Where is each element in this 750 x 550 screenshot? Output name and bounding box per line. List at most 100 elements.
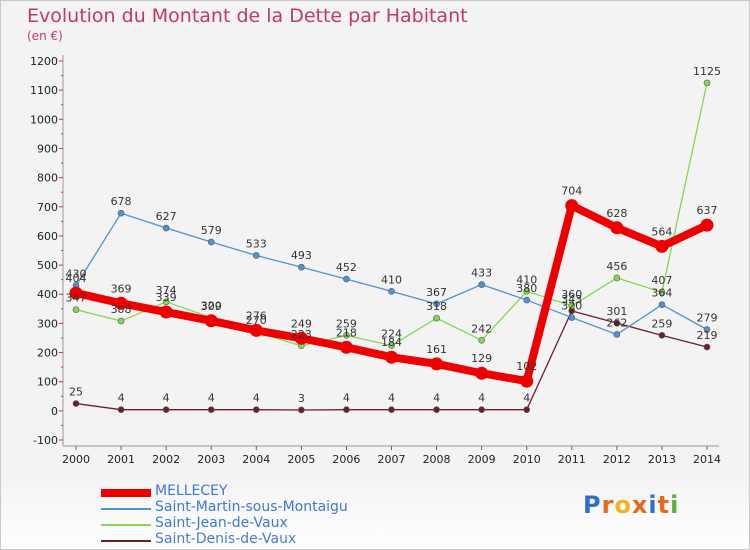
data-label: 343 bbox=[561, 293, 582, 306]
data-label: 318 bbox=[426, 300, 447, 313]
data-point bbox=[159, 305, 173, 319]
data-point bbox=[700, 218, 714, 232]
data-label: 360 bbox=[561, 288, 582, 301]
data-point bbox=[162, 224, 170, 232]
data-label: 369 bbox=[111, 282, 132, 295]
data-point bbox=[207, 238, 215, 246]
data-point bbox=[523, 406, 531, 413]
data-label: 410 bbox=[381, 273, 402, 286]
data-label: 367 bbox=[426, 286, 447, 299]
data-point bbox=[613, 274, 621, 282]
data-point bbox=[69, 286, 83, 300]
logo-letter: t bbox=[657, 491, 671, 519]
y-tick-label: 1000 bbox=[30, 113, 58, 126]
data-label: 320 bbox=[201, 300, 222, 313]
data-labels: 25 4 4 4 4 3 4 4 4 4 43433012592193473083743202702… bbox=[66, 65, 722, 405]
data-label: 4 bbox=[343, 392, 350, 405]
x-tick-label: 2011 bbox=[558, 453, 586, 466]
data-label: 4 bbox=[163, 392, 170, 405]
data-point bbox=[339, 340, 353, 354]
data-point bbox=[433, 314, 440, 322]
y-tick-label: 900 bbox=[37, 142, 58, 155]
data-point bbox=[388, 406, 395, 413]
data-label: 1125 bbox=[693, 65, 721, 78]
y-tick-label: 1200 bbox=[30, 55, 58, 68]
data-label: 374 bbox=[156, 284, 177, 297]
data-point bbox=[520, 374, 534, 388]
data-point bbox=[252, 406, 260, 413]
data-label: 308 bbox=[111, 303, 132, 316]
logo-letter: i bbox=[648, 491, 658, 519]
legend-swatch bbox=[101, 524, 151, 526]
legend-swatch bbox=[101, 540, 151, 542]
logo-letter: o bbox=[614, 491, 632, 519]
data-label: 4 bbox=[253, 392, 260, 405]
data-label: 533 bbox=[246, 237, 267, 250]
chart-title: Evolution du Montant de la Dette par Hab… bbox=[27, 5, 468, 27]
data-point bbox=[565, 199, 579, 213]
data-point bbox=[117, 406, 125, 413]
logo-letter: P bbox=[583, 491, 602, 519]
x-tick-label: 2004 bbox=[242, 453, 270, 466]
data-point bbox=[433, 406, 440, 413]
data-point bbox=[478, 406, 485, 413]
data-point bbox=[298, 406, 305, 414]
y-tick-label: 600 bbox=[37, 230, 58, 243]
data-label: 4 bbox=[433, 392, 440, 405]
data-label: 637 bbox=[697, 204, 718, 217]
data-point bbox=[433, 300, 440, 308]
data-point bbox=[249, 323, 263, 337]
data-label: 433 bbox=[471, 267, 492, 280]
data-point bbox=[568, 302, 576, 310]
data-point bbox=[523, 288, 531, 295]
y-tick-label: -100 bbox=[33, 434, 58, 447]
logo-letter: x bbox=[631, 491, 649, 519]
data-label: 380 bbox=[516, 282, 537, 295]
legend-label: Saint-Martin-sous-Montaigu bbox=[155, 499, 348, 515]
data-label: 4 bbox=[388, 392, 395, 405]
x-tick-label: 2013 bbox=[648, 453, 676, 466]
proxiti-logo: Proxiti bbox=[583, 491, 679, 519]
data-label: 347 bbox=[66, 292, 87, 305]
x-tick-label: 2001 bbox=[107, 453, 135, 466]
data-point bbox=[430, 357, 444, 371]
data-label: 678 bbox=[111, 195, 132, 208]
data-label: 452 bbox=[336, 261, 357, 274]
data-label: 4 bbox=[478, 392, 485, 405]
legend-swatch bbox=[101, 489, 151, 497]
data-point bbox=[252, 252, 260, 259]
logo-letter: r bbox=[601, 491, 615, 519]
data-point bbox=[114, 296, 128, 310]
data-label: 276 bbox=[246, 309, 267, 322]
data-point bbox=[703, 326, 711, 333]
x-tick-label: 2010 bbox=[513, 453, 541, 466]
y-tick-label: 400 bbox=[37, 288, 58, 301]
data-point bbox=[703, 343, 711, 351]
data-point bbox=[162, 406, 170, 413]
data-label: 224 bbox=[381, 328, 402, 341]
data-label: 364 bbox=[651, 287, 672, 300]
data-label: 339 bbox=[156, 291, 177, 304]
data-label: 262 bbox=[606, 316, 627, 329]
x-tick-label: 2014 bbox=[693, 453, 721, 466]
legend-swatch bbox=[101, 508, 151, 510]
data-label: 320 bbox=[561, 300, 582, 313]
data-label: 102 bbox=[516, 360, 537, 373]
data-point bbox=[72, 306, 80, 313]
data-point bbox=[385, 350, 398, 364]
data-label: 579 bbox=[201, 224, 222, 237]
data-point bbox=[613, 319, 621, 327]
y-tick-label: 100 bbox=[37, 376, 58, 389]
data-label: 410 bbox=[516, 273, 537, 286]
data-label: 4 bbox=[208, 392, 215, 405]
data-label: 407 bbox=[651, 274, 672, 287]
data-label: 184 bbox=[381, 336, 402, 349]
data-label: 249 bbox=[291, 317, 312, 330]
data-label: 564 bbox=[651, 225, 672, 238]
y-tick-label: 1100 bbox=[30, 84, 58, 97]
data-point bbox=[117, 317, 125, 325]
data-label: 218 bbox=[336, 326, 357, 339]
data-point bbox=[343, 332, 350, 339]
data-point bbox=[298, 263, 305, 271]
data-point bbox=[478, 281, 485, 288]
